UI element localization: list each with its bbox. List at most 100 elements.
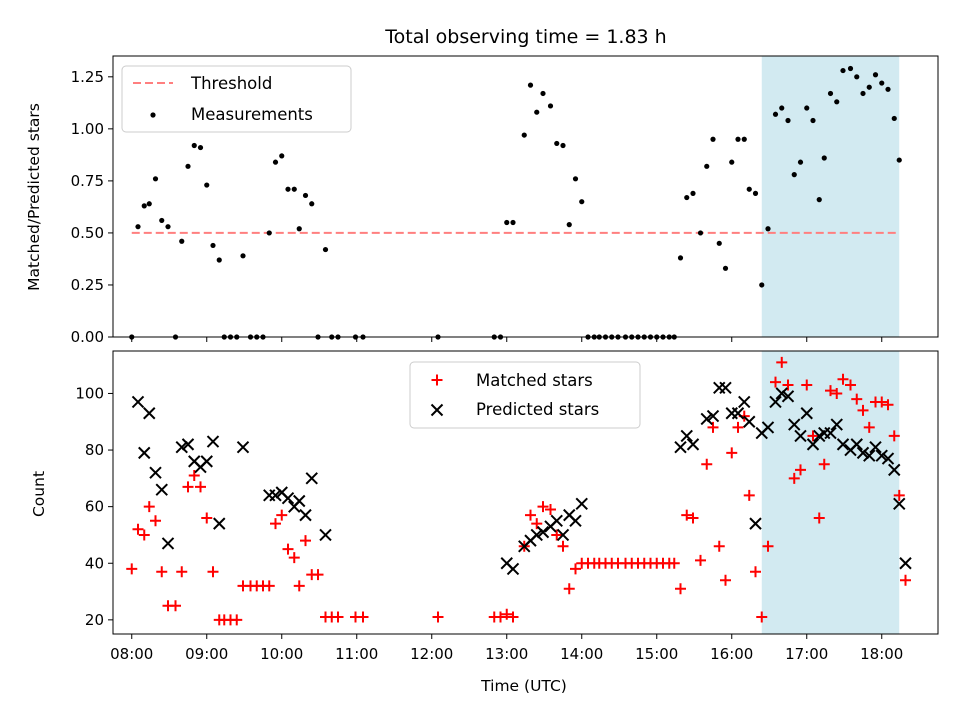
data-point: [735, 136, 741, 142]
x-tick-label: 16:00: [710, 645, 753, 663]
data-point: [507, 611, 519, 623]
data-point: [750, 566, 761, 578]
data-point: [531, 518, 543, 530]
data-point: [207, 566, 219, 578]
legend-matched-label: Matched stars: [476, 371, 593, 390]
data-point: [240, 253, 246, 259]
data-point: [825, 385, 836, 397]
data-point: [554, 140, 560, 147]
x-tick-label: 13:00: [485, 645, 528, 663]
legend-predicted-swatch: [430, 403, 444, 417]
data-point: [804, 105, 810, 111]
data-point: [270, 518, 281, 530]
x-tick-label: 11:00: [335, 645, 378, 663]
data-point: [776, 356, 788, 368]
data-point: [510, 219, 516, 226]
data-point: [690, 190, 696, 196]
data-point: [132, 523, 144, 535]
data-point: [806, 438, 820, 451]
data-point: [854, 74, 860, 80]
bottom-panel-y-axis-label: Count: [30, 471, 48, 517]
data-point: [281, 491, 295, 505]
data-point: [713, 540, 725, 552]
data-point: [195, 481, 206, 493]
data-point: [149, 466, 162, 479]
data-point: [782, 379, 794, 391]
data-point: [800, 407, 813, 420]
data-point: [888, 430, 900, 442]
data-point: [668, 557, 680, 569]
data-point: [138, 529, 150, 541]
data-point: [176, 566, 188, 578]
data-point: [305, 472, 318, 485]
data-point: [686, 438, 700, 451]
plot-frame: [112, 350, 939, 635]
data-point: [296, 226, 302, 232]
y-tick-label: 40: [85, 554, 104, 572]
data-point: [879, 80, 885, 86]
data-point: [775, 387, 788, 400]
data-point: [575, 497, 588, 511]
data-point: [863, 449, 876, 462]
x-tick-label: 17:00: [785, 645, 828, 663]
data-point: [827, 90, 834, 97]
data-point: [759, 282, 765, 288]
data-point: [791, 172, 797, 178]
data-point: [900, 574, 911, 586]
data-point: [893, 497, 906, 511]
data-point: [285, 186, 291, 192]
data-point: [834, 99, 840, 105]
data-point: [729, 159, 735, 165]
data-point: [869, 441, 882, 454]
data-point: [231, 614, 243, 626]
data-point: [856, 446, 870, 460]
data-point: [534, 109, 540, 115]
data-point: [743, 415, 756, 428]
x-tick-label: 18:00: [860, 645, 903, 663]
x-tick-label: 12:00: [410, 645, 453, 663]
x-tick-label: 14:00: [560, 645, 603, 663]
data-point: [857, 404, 869, 416]
data-point: [560, 142, 566, 149]
data-point: [551, 529, 563, 541]
data-point: [530, 528, 543, 542]
data-point: [674, 441, 687, 454]
data-point: [175, 441, 188, 454]
data-point: [188, 470, 200, 482]
data-point: [860, 90, 866, 97]
data-point: [807, 430, 819, 442]
data-point: [293, 494, 306, 508]
data-point: [840, 67, 846, 74]
data-point: [161, 537, 175, 550]
y-tick-label: 60: [85, 498, 104, 516]
x-tick-label: 08:00: [110, 645, 153, 663]
legend: Matched stars Predicted stars: [409, 361, 641, 429]
data-point: [279, 153, 285, 159]
data-point: [170, 600, 181, 612]
data-point: [687, 512, 699, 524]
data-point: [813, 512, 825, 524]
x-tick-label: 15:00: [635, 645, 678, 663]
data-point: [863, 421, 875, 433]
data-point: [197, 144, 204, 151]
legend-measurements-swatch: [150, 112, 156, 118]
data-point: [725, 407, 738, 420]
y-tick-label: 0.50: [71, 224, 104, 242]
data-point: [569, 514, 582, 528]
highlight-interval: [761, 56, 900, 337]
data-point: [697, 230, 704, 236]
data-point: [545, 503, 556, 515]
data-point: [319, 528, 332, 542]
data-point: [550, 514, 563, 528]
bottom-panel: 20 40 60 80 100 08:00 09:00 10:00 11:00 12:00 13:0…: [75, 350, 939, 663]
legend-measurements-label: Measurements: [191, 105, 313, 124]
data-point: [547, 103, 554, 109]
data-point: [713, 381, 726, 394]
data-point: [769, 395, 782, 409]
y-tick-label: 0.75: [71, 172, 104, 190]
data-point: [146, 201, 152, 207]
data-point: [779, 105, 785, 111]
data-point: [138, 446, 151, 460]
x-tick-label: 10:00: [260, 645, 303, 663]
